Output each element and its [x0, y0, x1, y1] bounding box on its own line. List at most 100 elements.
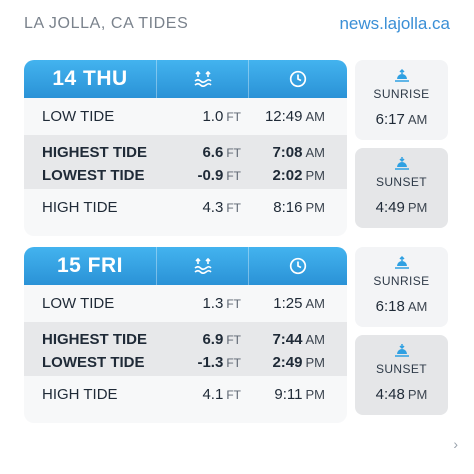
time-value: 7:08: [272, 144, 303, 161]
tide-row: LOW TIDE 1.3 FT 1:25 AM: [24, 285, 347, 322]
time-ampm: AM: [407, 299, 428, 314]
day-card-thu: 14 THU LOW TIDE 1.0 FT 12:49 AM HIGHEST TI…: [24, 60, 448, 236]
tide-height: 1.3 FT: [156, 295, 247, 312]
time-ampm: AM: [305, 332, 326, 347]
time-value: 12:49: [264, 108, 303, 125]
time-ampm: PM: [305, 200, 326, 215]
sunrise-icon: [355, 68, 448, 86]
site-link[interactable]: news.lajolla.ca: [339, 14, 450, 33]
tide-row: LOWEST TIDE -1.3 FT 2:49 PM: [24, 351, 347, 374]
time-value: 6:17: [375, 111, 405, 128]
tide-type: LOWEST TIDE: [42, 167, 145, 184]
extreme-tides-group: HIGHEST TIDE 6.6 FT 7:08 AM LOWEST TIDE -0…: [24, 135, 347, 189]
time-value: 2:02: [272, 167, 303, 184]
height-value: -0.9: [197, 167, 224, 184]
height-value: 6.9: [202, 331, 224, 348]
sunrise-icon: [355, 255, 448, 273]
tide-table: 14 THU LOW TIDE 1.0 FT 12:49 AM HIGHEST TI…: [24, 60, 347, 236]
time-ampm: PM: [305, 387, 326, 402]
sunset-label: SUNSET: [375, 175, 428, 189]
height-unit: FT: [226, 169, 241, 183]
tide-type: HIGH TIDE: [42, 386, 118, 403]
tide-row: LOWEST TIDE -0.9 FT 2:02 PM: [24, 164, 347, 187]
time-value: 8:16: [273, 199, 303, 216]
height-unit: FT: [226, 333, 241, 347]
height-value: -1.3: [197, 354, 224, 371]
tide-time: 2:49 PM: [247, 354, 347, 371]
time-ampm: AM: [407, 112, 428, 127]
time-ampm: PM: [305, 168, 326, 183]
day-label: 15 FRI: [24, 247, 157, 285]
tide-height: -1.3 FT: [156, 354, 247, 371]
clock-icon: [249, 247, 347, 285]
tide-table-header: 14 THU: [24, 60, 347, 98]
sunrise-label: SUNRISE: [373, 87, 430, 101]
tide-time: 9:11 PM: [247, 386, 347, 403]
sunset-icon: [355, 343, 448, 361]
height-unit: FT: [226, 201, 241, 215]
sunset-time: 4:48 PM: [355, 386, 448, 403]
time-ampm: AM: [305, 296, 326, 311]
height-unit: FT: [226, 388, 241, 402]
tide-height: -0.9 FT: [156, 167, 247, 184]
sunrise-time: 6:17 AM: [355, 111, 448, 128]
height-value: 4.3: [202, 199, 224, 216]
tide-row: LOW TIDE 1.0 FT 12:49 AM: [24, 98, 347, 135]
tide-type: HIGH TIDE: [42, 199, 118, 216]
tide-height: 6.6 FT: [156, 144, 247, 161]
time-ampm: AM: [305, 109, 326, 124]
tide-type: LOW TIDE: [42, 295, 115, 312]
height-unit: FT: [226, 146, 241, 160]
tide-table-header: 15 FRI: [24, 247, 347, 285]
tide-time: 1:25 AM: [247, 295, 347, 312]
time-value: 9:11: [274, 386, 303, 403]
time-ampm: PM: [407, 387, 428, 402]
time-ampm: PM: [407, 200, 428, 215]
tide-table: 15 FRI LOW TIDE 1.3 FT 1:25 AM HIGHEST TID…: [24, 247, 347, 423]
sunrise-time: 6:18 AM: [355, 298, 448, 315]
clock-icon: [249, 60, 347, 98]
height-value: 1.0: [202, 108, 224, 125]
tide-type: HIGHEST TIDE: [42, 331, 148, 348]
tide-height: 1.0 FT: [156, 108, 247, 125]
sunset-card: SUNSET 4:48 PM: [355, 335, 448, 415]
time-ampm: AM: [305, 145, 326, 160]
tide-row: HIGH TIDE 4.3 FT 8:16 PM: [24, 189, 347, 226]
tide-time: 7:08 AM: [247, 144, 347, 161]
sunrise-label: SUNRISE: [373, 274, 430, 288]
height-value: 4.1: [202, 386, 224, 403]
height-value: 6.6: [202, 144, 224, 161]
chevron-right-icon[interactable]: ›: [453, 436, 458, 452]
height-value: 1.3: [202, 295, 224, 312]
time-value: 1:25: [273, 295, 303, 312]
time-value: 4:48: [375, 386, 405, 403]
sunrise-card: SUNRISE 6:17 AM: [355, 60, 448, 140]
sunrise-card: SUNRISE 6:18 AM: [355, 247, 448, 327]
tide-waves-icon: [157, 247, 249, 285]
tide-row: HIGHEST TIDE 6.6 FT 7:08 AM: [24, 141, 347, 164]
height-unit: FT: [226, 297, 241, 311]
tide-type: HIGHEST TIDE: [42, 144, 148, 161]
tide-time: 8:16 PM: [247, 199, 347, 216]
day-card-fri: 15 FRI LOW TIDE 1.3 FT 1:25 AM HIGHEST TID…: [24, 247, 448, 423]
sunset-label: SUNSET: [375, 362, 428, 376]
tide-time: 7:44 AM: [247, 331, 347, 348]
time-value: 7:44: [272, 331, 303, 348]
tide-row: HIGH TIDE 4.1 FT 9:11 PM: [24, 376, 347, 413]
tide-type: LOW TIDE: [42, 108, 115, 125]
sunset-time: 4:49 PM: [355, 199, 448, 216]
time-value: 6:18: [375, 298, 405, 315]
tide-height: 6.9 FT: [156, 331, 247, 348]
tide-waves-icon: [157, 60, 249, 98]
tide-time: 12:49 AM: [247, 108, 347, 125]
tide-time: 2:02 PM: [247, 167, 347, 184]
sunset-icon: [355, 156, 448, 174]
tide-height: 4.3 FT: [156, 199, 247, 216]
time-ampm: PM: [305, 355, 326, 370]
tide-type: LOWEST TIDE: [42, 354, 145, 371]
extreme-tides-group: HIGHEST TIDE 6.9 FT 7:44 AM LOWEST TIDE -1…: [24, 322, 347, 376]
height-unit: FT: [226, 356, 241, 370]
height-unit: FT: [226, 110, 241, 124]
tide-height: 4.1 FT: [156, 386, 247, 403]
sunset-card: SUNSET 4:49 PM: [355, 148, 448, 228]
